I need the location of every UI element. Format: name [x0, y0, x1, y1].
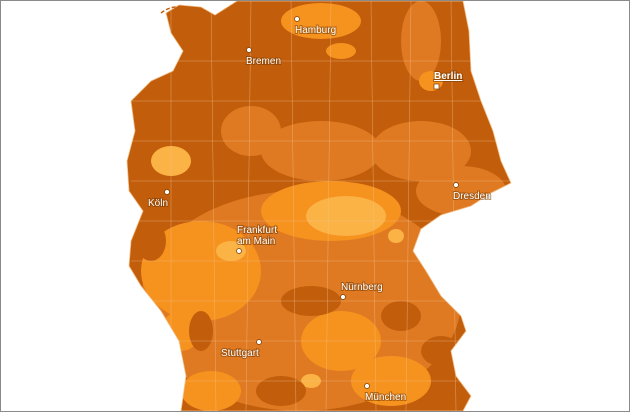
svg-text:am Main: am Main — [237, 236, 275, 247]
svg-text:Frankfurt: Frankfurt — [237, 225, 277, 236]
svg-text:Berlin: Berlin — [434, 71, 462, 82]
svg-text:Dresden: Dresden — [453, 191, 491, 202]
svg-text:München: München — [365, 392, 406, 403]
city-stuttgart[interactable]: Stuttgart — [220, 339, 262, 360]
city-koeln[interactable]: Köln — [147, 189, 170, 210]
svg-text:Nürnberg: Nürnberg — [341, 282, 383, 293]
svg-text:Hamburg: Hamburg — [295, 25, 336, 36]
north-frisian-islands — [160, 5, 187, 14]
city-muenchen[interactable]: München — [364, 383, 407, 404]
svg-text:Bremen: Bremen — [246, 56, 281, 67]
city-dresden[interactable]: Dresden — [452, 182, 492, 203]
city-bremen[interactable]: Bremen — [245, 47, 282, 68]
city-markers: Hamburg Bremen Berlin Köln Dresden Frank… — [147, 16, 492, 404]
city-nuernberg[interactable]: Nürnberg — [340, 281, 384, 300]
city-hamburg[interactable]: Hamburg — [294, 16, 337, 37]
city-berlin[interactable]: Berlin — [433, 70, 463, 90]
svg-text:Stuttgart: Stuttgart — [221, 348, 259, 359]
svg-text:Köln: Köln — [148, 198, 168, 209]
